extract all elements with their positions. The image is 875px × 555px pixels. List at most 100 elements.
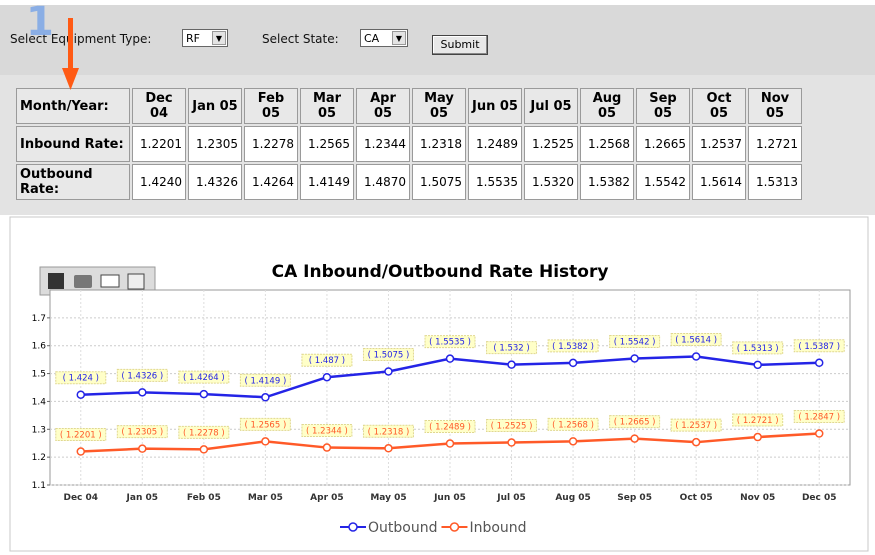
export-icon[interactable] [127,273,145,290]
label-box [239,417,291,431]
data-label: ( 1.487 ) [309,356,345,366]
label-box [793,339,845,353]
point [753,432,762,442]
label-box [116,368,168,382]
y-tick-label: 1.1 [32,481,46,491]
x-tick-label: Dec 04 [63,493,98,503]
data-label: ( 1.5075 ) [368,350,410,360]
label-box [609,334,661,348]
data-row: Inbound Rate: 1.2201 1.2305 1.2278 1.2565 1.2… [16,126,802,162]
legend-label: Inbound [469,520,526,536]
label-box [609,415,661,429]
state-select[interactable]: CA ▼ [360,29,408,47]
data-label: ( 1.2721 ) [737,416,779,426]
x-tick-label: Nov 05 [740,493,775,503]
header-cell: Jul 05 [524,88,578,124]
step-number: 1 [26,0,54,45]
cell: 1.5320 [524,164,578,200]
arrow-head [62,68,79,90]
label-box [424,335,476,349]
header-cell: May 05 [412,88,466,124]
mail-icon[interactable] [100,274,120,288]
data-label: ( 1.4264 ) [183,373,225,383]
cell: 1.2318 [412,126,466,162]
data-label: ( 1.5535 ) [429,338,471,348]
point [445,439,455,448]
point [261,393,270,402]
data-label: ( 1.2278 ) [183,428,225,438]
label-box [239,373,291,387]
x-tick-label: Dec 05 [802,493,837,503]
data-label: ( 1.2525 ) [491,422,533,432]
data-label: ( 1.2305 ) [121,428,163,438]
cell: 1.2721 [748,126,802,162]
cell: 1.4870 [356,164,410,200]
cell: 1.2665 [636,126,690,162]
data-label: ( 1.5542 ) [614,337,656,347]
header-cell: Mar 05 [300,88,354,124]
cell: 1.2525 [524,126,578,162]
row-label: Outbound Rate: [16,164,130,200]
label-box [793,410,845,424]
cell: 1.5535 [468,164,522,200]
dropdown-arrow: ▼ [392,31,406,45]
cell: 1.5382 [580,164,634,200]
point [322,443,332,452]
x-tick-label: Jul 05 [496,493,526,503]
label-box [178,425,230,439]
cell: 1.4264 [244,164,298,200]
x-tick-label: Jan 05 [126,493,159,503]
cell: 1.2344 [356,126,410,162]
data-label: ( 1.4326 ) [121,371,163,381]
label-box [424,420,476,434]
label-box [547,417,599,431]
point [753,360,762,370]
header-cell: Jan 05 [188,88,242,124]
rate-table: Month/Year: Dec 04 Jan 05 Feb 05 Mar 05 Apr 0… [14,86,804,202]
header-cell: Sep 05 [636,88,690,124]
chart: CA Inbound/Outbound Rate History 1.1 1.2 1… [9,216,869,552]
data-label: ( 1.5614 ) [675,335,717,345]
point [199,389,209,399]
header-cell: Aug 05 [580,88,634,124]
cell: 1.2489 [468,126,522,162]
point [261,437,270,446]
save-icon[interactable] [48,273,64,289]
header-cell: Apr 05 [356,88,410,124]
data-label: ( 1.2537 ) [675,421,717,431]
cell: 1.5614 [692,164,746,200]
label-box [116,425,168,439]
equipment-value: RF [186,32,200,45]
submit-button[interactable]: Submit [432,35,488,55]
point [445,354,455,363]
label-box [301,424,353,438]
legend-label: Outbound [368,520,437,536]
header-row: Month/Year: Dec 04 Jan 05 Feb 05 Mar 05 Apr 0… [16,88,802,124]
point [814,429,824,438]
label-box [362,347,414,361]
x-tick-label: Feb 05 [187,493,221,503]
cell: 1.5075 [412,164,466,200]
arrow-overlay [62,18,79,90]
arrow-shaft [68,18,73,70]
state-value: CA [364,32,380,45]
cell: 1.2278 [244,126,298,162]
label-box [55,371,107,385]
data-label: ( 1.2344 ) [306,427,348,437]
point [138,444,147,453]
equipment-select[interactable]: RF ▼ [182,29,228,47]
data-label: ( 1.2201 ) [60,431,102,441]
point [138,388,147,397]
y-tick-label: 1.7 [32,314,46,324]
data-label: ( 1.424 ) [63,374,99,384]
cell: 1.4240 [132,164,186,200]
cell: 1.4149 [300,164,354,200]
point [76,447,86,456]
y-tick-label: 1.6 [32,342,47,352]
legend-marker [348,522,358,532]
header-cell: Feb 05 [244,88,298,124]
label-box [301,353,353,367]
header-cell: Jun 05 [468,88,522,124]
print-icon[interactable] [74,275,92,288]
data-row: Outbound Rate: 1.4240 1.4326 1.4264 1.4149 1.… [16,164,802,200]
